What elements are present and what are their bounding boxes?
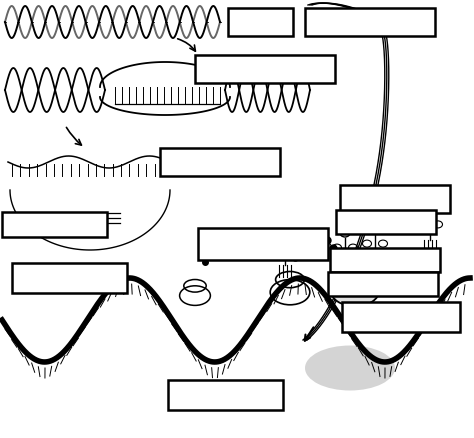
Bar xyxy=(328,272,438,296)
Bar xyxy=(168,380,283,410)
Bar xyxy=(198,228,328,260)
Bar xyxy=(12,263,127,293)
Ellipse shape xyxy=(305,346,395,391)
Bar xyxy=(342,302,460,332)
Bar xyxy=(160,148,280,176)
Bar xyxy=(340,185,450,213)
Bar xyxy=(330,248,440,272)
Bar xyxy=(228,8,293,36)
Bar xyxy=(195,55,335,83)
Ellipse shape xyxy=(331,276,379,306)
Bar xyxy=(336,210,436,234)
Bar xyxy=(2,212,107,237)
Bar xyxy=(305,8,435,36)
